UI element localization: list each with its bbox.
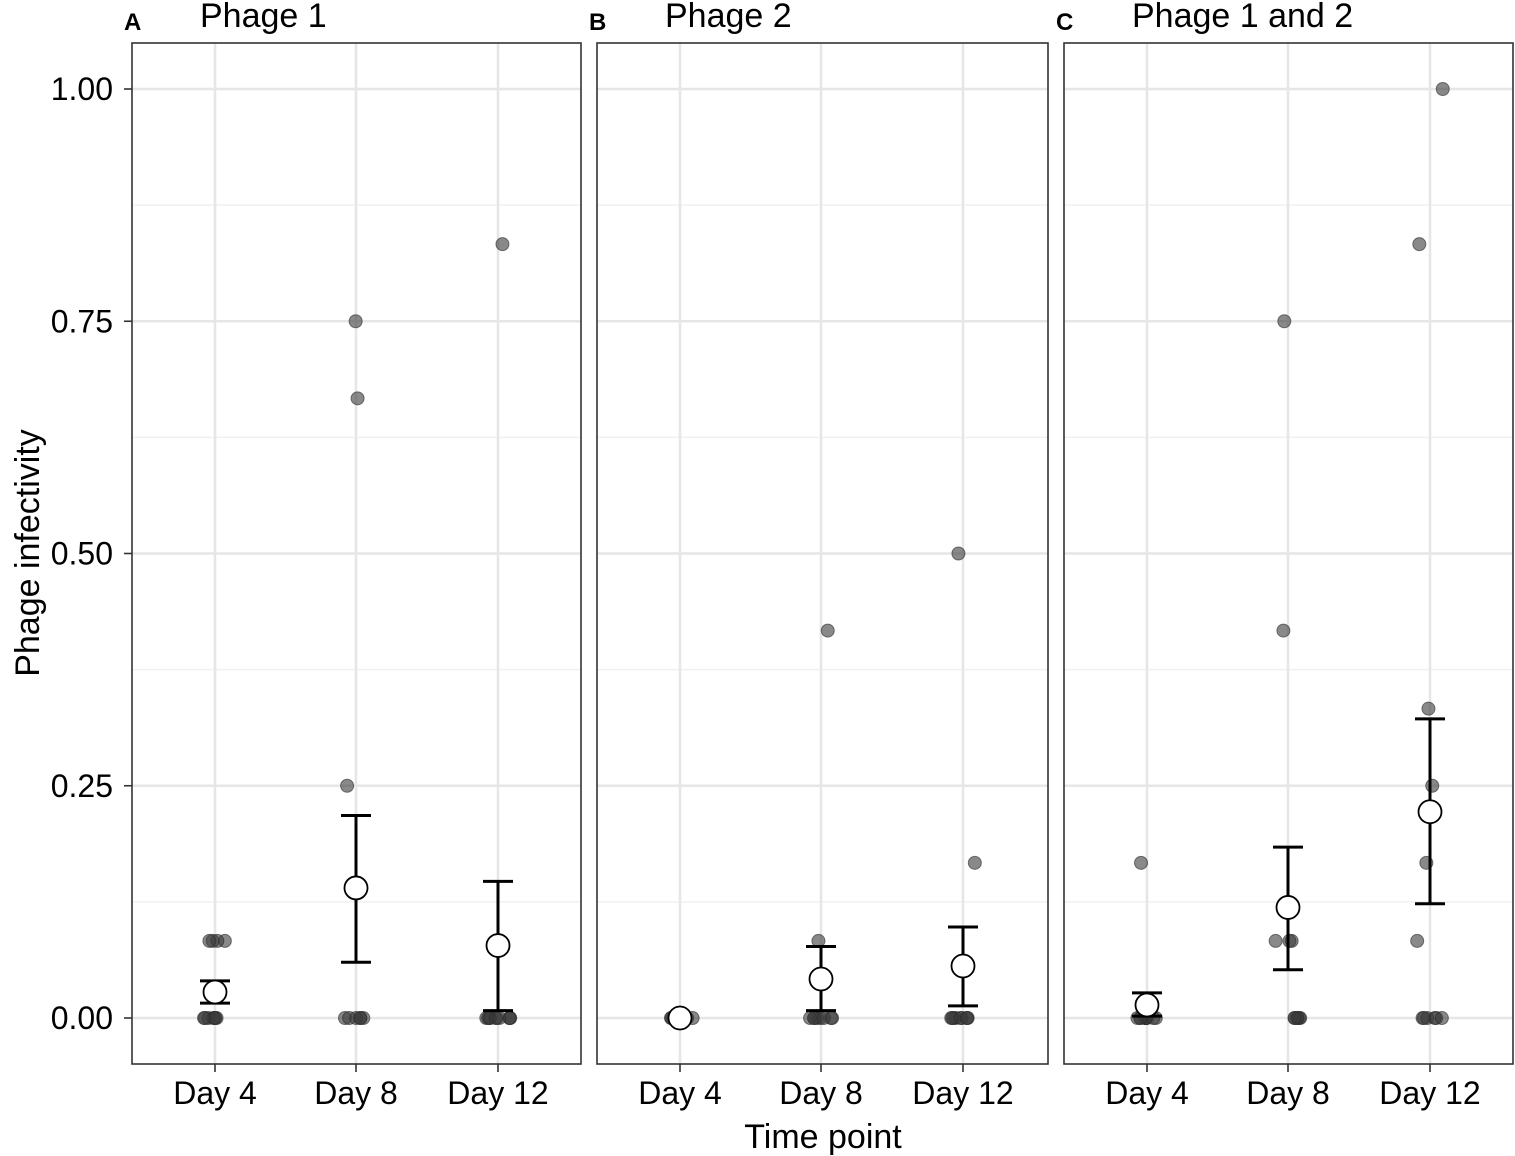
data-point [1276,623,1291,638]
data-point [197,1011,212,1025]
y-tick-label: 0.25 [51,768,113,804]
data-point [1277,314,1292,329]
data-point [820,623,835,638]
data-point [353,1011,368,1025]
x-tick-label: Day 8 [779,1075,863,1111]
mean-marker [1275,895,1301,920]
data-point [1268,933,1283,948]
data-point [1410,933,1425,948]
y-axis-tick-labels: 0.00 0.25 0.50 0.75 1.00 [51,71,132,1036]
x-axis-title: Time point [744,1118,902,1156]
data-point [1435,82,1450,96]
x-tick-label: Day 12 [912,1075,1013,1111]
panel-title: Phage 1 [200,0,327,35]
y-tick-label: 0.75 [51,303,113,339]
data-point [492,1011,507,1025]
panel-title: Phage 2 [665,0,792,35]
x-tick-label: Day 4 [638,1075,722,1111]
data-point [1134,855,1149,870]
panel-border [131,42,582,1065]
y-axis-title: Phage infectivity [9,429,47,677]
mean-marker [950,953,976,979]
x-tick-label: Day 4 [173,1075,257,1111]
panels: A Phage 1 Day 4 Day 8 Day 12 B Phage 2 Day 4 Day… [124,0,1514,1111]
panel-letter: A [124,9,141,36]
x-tick-label: Day 12 [447,1075,548,1111]
data-point [959,1011,974,1025]
panel-letter: B [589,9,606,36]
data-point [350,391,365,406]
panel-a: A Phage 1 Day 4 Day 8 Day 12 [124,0,582,1111]
mean-marker [808,966,834,992]
mean-marker [667,1005,693,1031]
panel-letter: C [1056,9,1073,36]
panel-border [596,42,1049,1065]
y-tick-label: 0.50 [51,536,113,572]
mean-marker [202,979,228,1005]
data-point [951,546,966,561]
mean-marker [1417,799,1443,825]
y-tick-label: 1.00 [51,71,113,107]
data-point [1287,1011,1302,1025]
data-point [1434,1011,1449,1025]
data-point [495,237,510,252]
panel-c: C Phage 1 and 2 Day 4 Day 8 Day 12 [1056,0,1514,1111]
data-point [1416,1011,1431,1025]
data-point [348,314,363,329]
mean-marker [1134,992,1160,1018]
data-point [1412,237,1427,252]
data-point [967,855,982,870]
x-tick-label: Day 12 [1379,1075,1480,1111]
mean-marker [485,933,511,958]
data-point [340,778,355,793]
data-point [1425,778,1440,793]
mean-marker [343,875,369,901]
panel-title: Phage 1 and 2 [1132,0,1353,35]
data-point [1421,701,1436,716]
panel-border [1063,42,1514,1065]
data-point [202,933,217,948]
panel-b: B Phage 2 Day 4 Day 8 Day 12 [589,0,1049,1111]
data-point [816,1011,831,1025]
x-tick-label: Day 8 [1246,1075,1330,1111]
x-tick-label: Day 4 [1105,1075,1189,1111]
y-tick-label: 0.00 [51,1000,113,1036]
x-tick-label: Day 8 [314,1075,398,1111]
